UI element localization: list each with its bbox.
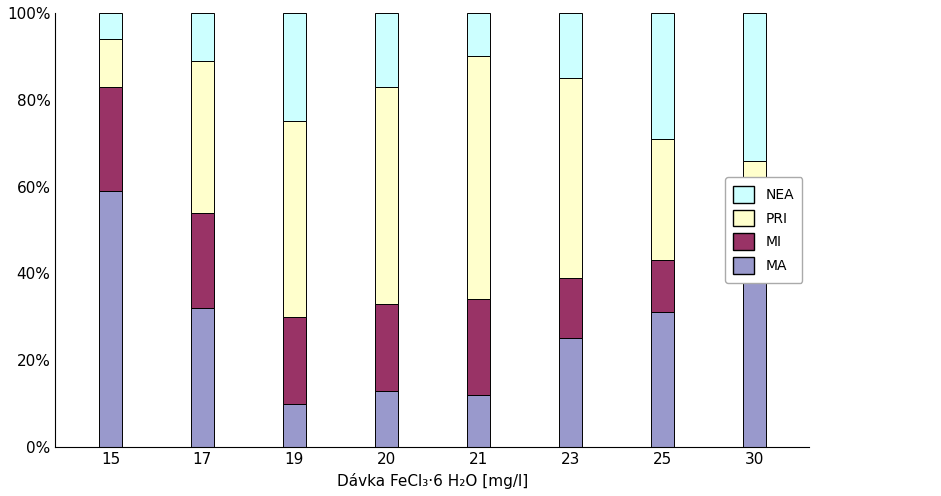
Bar [559,78,582,278]
Bar [191,308,214,447]
Bar [467,300,489,395]
Bar [467,395,489,447]
Bar [559,338,582,447]
Bar [283,317,306,404]
Bar [650,13,674,139]
Bar [99,39,122,87]
Bar [742,269,766,447]
Bar [375,390,398,447]
Bar [467,13,489,57]
Bar [742,234,766,269]
Bar [375,304,398,390]
Bar [283,122,306,317]
Bar [650,312,674,447]
Bar [99,87,122,191]
Bar [742,13,766,161]
Bar [375,87,398,304]
Bar [559,278,582,338]
Bar [559,13,582,78]
Bar [375,13,398,87]
Bar [650,139,674,260]
Bar [467,57,489,300]
Bar [650,260,674,312]
Bar [99,13,122,39]
Bar [191,13,214,61]
Bar [283,404,306,447]
X-axis label: Dávka FeCl₃·6 H₂O [mg/l]: Dávka FeCl₃·6 H₂O [mg/l] [337,473,528,489]
Bar [191,213,214,308]
Bar [742,161,766,234]
Bar [283,13,306,122]
Bar [191,61,214,213]
Bar [99,191,122,447]
Legend: NEA, PRI, MI, MA: NEA, PRI, MI, MA [726,177,803,283]
